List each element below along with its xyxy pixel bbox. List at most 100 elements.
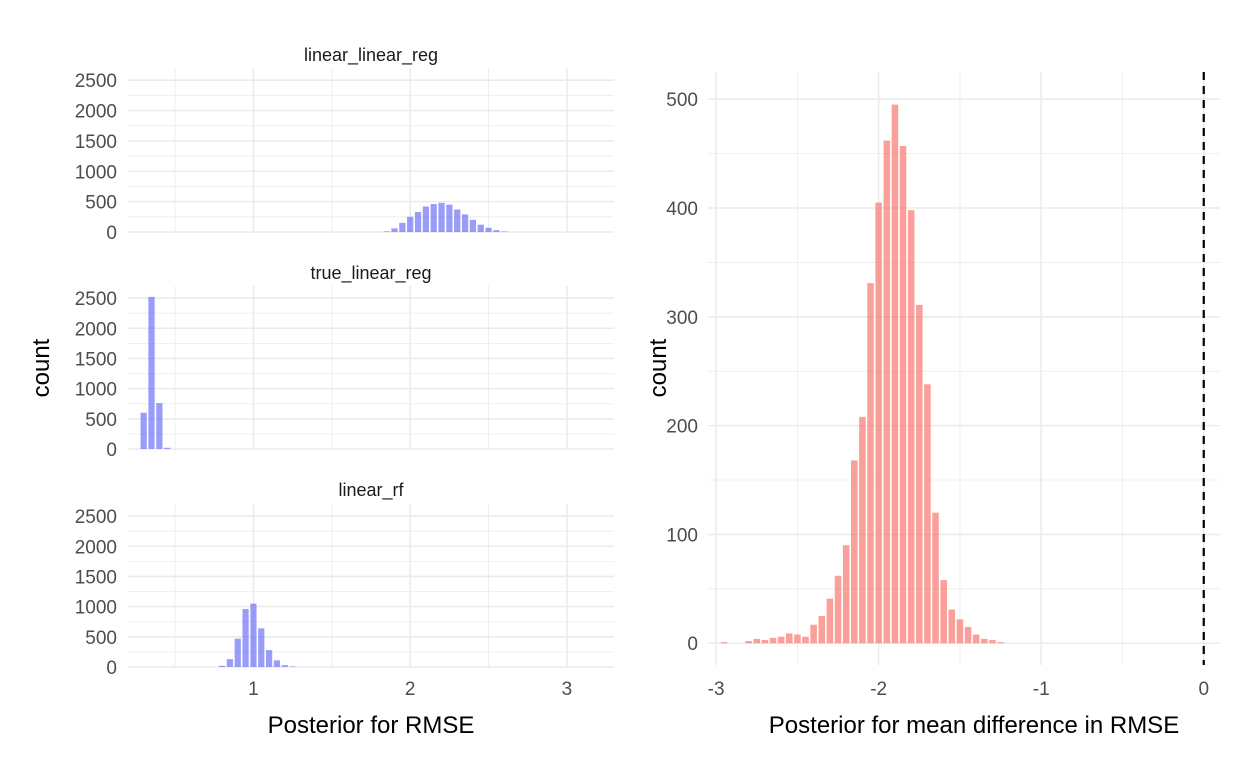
histogram-bar	[916, 304, 923, 644]
x-tick-label: 1	[248, 679, 259, 700]
histogram-bar	[438, 202, 445, 232]
histogram-bar	[997, 642, 1004, 644]
facet-title: linear_linear_reg	[304, 45, 438, 66]
x-axis-title: Posterior for mean difference in RMSE	[769, 712, 1179, 739]
histogram-bar	[446, 204, 453, 232]
histogram-bar	[485, 227, 492, 232]
histogram-bar	[242, 609, 249, 667]
histogram-bar	[972, 634, 980, 644]
histogram-bar	[753, 638, 761, 644]
histogram-bar	[140, 412, 147, 449]
histogram-bar	[834, 575, 842, 644]
histogram-bar	[802, 636, 809, 644]
histogram-bar	[273, 660, 281, 667]
histogram-bar	[501, 231, 508, 233]
histogram-bar	[964, 626, 972, 644]
histogram-bar	[265, 650, 273, 667]
y-tick-label: 1500	[75, 349, 117, 370]
histogram-bar	[777, 636, 785, 644]
histogram-bar	[218, 665, 226, 667]
histogram-bar	[399, 222, 406, 232]
x-tick-label: -1	[1033, 679, 1050, 700]
histogram-bar	[948, 609, 956, 644]
histogram-bar	[859, 416, 866, 644]
y-tick-label: 500	[85, 628, 117, 649]
y-axis-title: count	[28, 338, 55, 397]
histogram-bar	[794, 634, 801, 644]
y-tick-label: 2000	[75, 102, 117, 123]
histogram-bar	[469, 219, 477, 232]
y-tick-label: 2000	[75, 537, 117, 558]
histogram-bar	[234, 638, 241, 667]
histogram-bar	[414, 211, 422, 232]
histogram-bar	[851, 460, 858, 644]
y-tick-label: 300	[666, 308, 698, 329]
y-tick-label: 0	[106, 440, 117, 461]
y-tick-label: 1000	[75, 162, 117, 183]
x-tick-label: -2	[870, 679, 887, 700]
histogram-bar	[289, 666, 296, 668]
histogram-bar	[883, 140, 891, 644]
y-tick-label: 1500	[75, 567, 117, 588]
histogram-bar	[907, 210, 915, 644]
y-tick-label: 0	[687, 634, 698, 655]
histogram-bar	[164, 447, 171, 449]
histogram-bar	[761, 639, 769, 644]
histogram-bar	[932, 512, 939, 644]
histogram-bar	[430, 204, 437, 232]
x-tick-label: 3	[562, 679, 573, 700]
x-tick-label: -3	[708, 679, 725, 700]
histogram-bar	[956, 619, 964, 644]
facet-title: linear_rf	[338, 480, 404, 501]
y-tick-label: 0	[106, 223, 117, 244]
histogram-bar	[842, 545, 850, 644]
histogram-bar	[867, 283, 874, 644]
histogram-bar	[281, 665, 288, 667]
histogram-bar	[786, 633, 793, 644]
histogram-bar	[810, 624, 817, 644]
histogram-bar	[250, 603, 257, 667]
histogram-bar	[461, 214, 469, 232]
histogram-bar	[818, 616, 826, 644]
y-tick-label: 1000	[75, 380, 117, 401]
histogram-bar	[745, 641, 752, 644]
y-tick-label: 1000	[75, 598, 117, 619]
histogram-bar	[477, 224, 484, 232]
x-axis-title: Posterior for RMSE	[268, 712, 475, 739]
facet-panel: 0 500 1000 1500 2000 2500 true_linear_reg	[75, 263, 614, 461]
histogram-bar	[258, 628, 265, 667]
y-tick-label: 500	[85, 410, 117, 431]
y-tick-label: 1500	[75, 132, 117, 153]
y-axis-title: count	[645, 338, 672, 397]
left-faceted-histogram: 05001000150020002500linear_linear_reg050…	[28, 45, 614, 739]
facet-title: true_linear_reg	[310, 263, 431, 284]
facet-panel: 0 500 1000 1500 2000 2500 linear_linear_reg	[75, 45, 614, 244]
facet-panel: 0 500 1000 1500 2000 2500 linear_rf	[75, 480, 614, 679]
y-tick-label: 2500	[75, 71, 117, 92]
histogram-bar	[422, 206, 429, 232]
right-histogram: 0 100 200 300 400 500 -3 -2 -1 0 Posterior for mea…	[645, 72, 1220, 739]
y-tick-label: 0	[106, 658, 117, 679]
histogram-bar	[899, 145, 907, 644]
histogram-bar	[940, 580, 947, 644]
histogram-bar	[407, 216, 414, 232]
histogram-bar	[981, 638, 988, 644]
y-tick-label: 500	[666, 90, 698, 111]
y-tick-label: 400	[666, 199, 698, 220]
histogram-bar	[826, 598, 834, 644]
histogram-bar	[769, 637, 777, 644]
histogram-bar	[391, 228, 398, 232]
histogram-bar	[891, 104, 899, 644]
y-tick-label: 500	[85, 193, 117, 214]
histogram-bar	[156, 403, 163, 449]
y-tick-label: 200	[666, 417, 698, 438]
histogram-bar	[924, 384, 931, 644]
histogram-bar	[383, 231, 390, 232]
y-tick-label: 100	[666, 525, 698, 546]
x-tick-label: 0	[1198, 679, 1209, 700]
y-tick-label: 2500	[75, 289, 117, 310]
histogram-bar	[875, 202, 882, 644]
histogram-bar	[226, 659, 234, 667]
y-tick-label: 2000	[75, 319, 117, 340]
